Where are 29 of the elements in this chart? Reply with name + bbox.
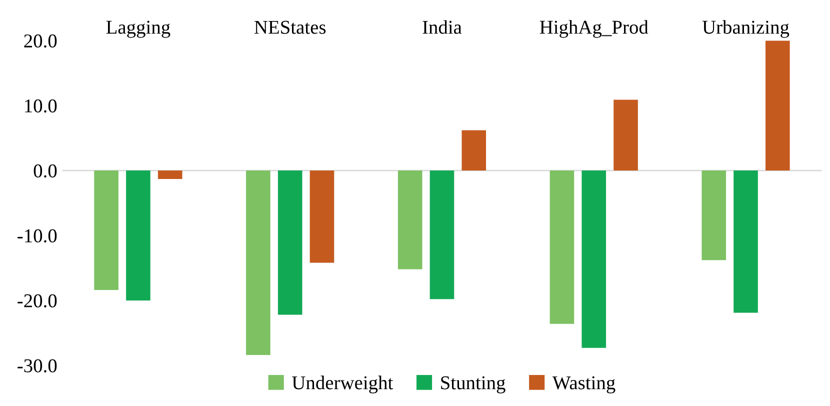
bar (278, 170, 302, 315)
bar (398, 170, 422, 270)
bar (614, 100, 638, 171)
bar (462, 130, 486, 171)
bar (582, 170, 606, 348)
bar (126, 170, 150, 300)
bar (246, 170, 270, 356)
y-tick-label: 10.0 (25, 99, 57, 113)
bar (430, 170, 454, 300)
x-tick-label: Urbanizing (702, 20, 790, 38)
y-tick-label: 20.0 (24, 34, 57, 48)
bar (550, 170, 574, 324)
bar (734, 170, 758, 313)
legend-label: Stunting (441, 376, 506, 394)
bar (158, 170, 182, 179)
bar (702, 170, 726, 260)
x-tick-label: NEStates (254, 20, 326, 34)
x-tick-label: Lagging (106, 20, 170, 38)
x-tick-label: HighAg_Prod (540, 20, 648, 38)
bar (766, 40, 790, 171)
bar (310, 170, 334, 263)
y-tick-label: -10.0 (18, 229, 57, 243)
y-tick-label: -30.0 (18, 359, 57, 372)
legend-label: Wasting (552, 376, 616, 394)
y-tick-label: -20.0 (18, 294, 57, 308)
bar (94, 170, 118, 290)
x-tick-label: India (422, 20, 462, 34)
y-tick-label: 0.0 (34, 164, 57, 178)
legend-label: Underweight (292, 376, 394, 394)
